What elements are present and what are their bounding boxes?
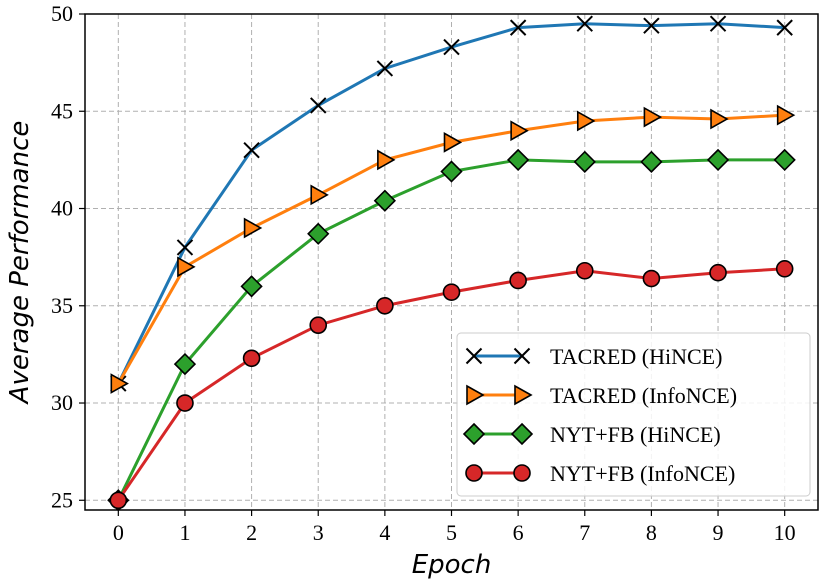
legend-marker bbox=[513, 347, 531, 365]
data-point bbox=[643, 17, 660, 34]
data-point bbox=[243, 217, 263, 239]
data-point bbox=[109, 491, 128, 510]
data-point bbox=[373, 189, 396, 212]
data-point bbox=[773, 148, 796, 172]
data-point bbox=[177, 256, 196, 278]
legend-entry: NYT+FB (HiNCE) bbox=[462, 422, 721, 447]
legend-entry: NYT+FB (InfoNCE) bbox=[465, 461, 735, 486]
data-point bbox=[376, 60, 394, 77]
y-axis-title: Average Performance bbox=[5, 121, 35, 406]
x-tick-label: 9 bbox=[713, 520, 724, 545]
data-point bbox=[242, 349, 261, 368]
legend-marker bbox=[465, 347, 483, 365]
data-point bbox=[507, 148, 530, 172]
x-tick-label: 6 bbox=[513, 520, 524, 545]
data-point bbox=[376, 296, 394, 315]
data-point bbox=[573, 150, 596, 173]
legend-box bbox=[456, 332, 811, 497]
data-point bbox=[377, 149, 396, 171]
x-tick-label: 4 bbox=[379, 520, 390, 545]
data-point bbox=[173, 352, 197, 376]
data-point bbox=[443, 38, 460, 56]
data-point bbox=[243, 141, 260, 159]
x-tick-label: 10 bbox=[774, 520, 796, 545]
y-tick-label: 35 bbox=[51, 293, 73, 318]
data-point bbox=[776, 104, 796, 126]
data-point bbox=[576, 15, 593, 32]
series-3 bbox=[109, 260, 794, 510]
legend-entry: TACRED (InfoNCE) bbox=[466, 383, 737, 408]
legend-label: NYT+FB (InfoNCE) bbox=[550, 461, 735, 486]
data-point bbox=[442, 283, 461, 301]
y-tick-label: 40 bbox=[51, 196, 73, 221]
data-point bbox=[176, 394, 194, 412]
data-point bbox=[310, 97, 327, 114]
legend-marker bbox=[514, 384, 533, 406]
x-tick-label: 8 bbox=[646, 520, 657, 545]
data-point bbox=[443, 132, 463, 153]
data-point bbox=[110, 373, 129, 394]
x-tick-label: 2 bbox=[246, 520, 257, 545]
x-axis-title: Epoch bbox=[412, 550, 492, 580]
data-point bbox=[509, 271, 527, 290]
data-point bbox=[310, 184, 329, 206]
x-tick-label: 7 bbox=[579, 520, 590, 545]
data-point bbox=[710, 108, 729, 130]
data-point bbox=[240, 275, 263, 298]
y-tick-label: 30 bbox=[51, 390, 73, 415]
data-point bbox=[509, 19, 527, 36]
data-point bbox=[510, 120, 529, 142]
data-point bbox=[775, 260, 794, 278]
y-tick-label: 25 bbox=[51, 487, 73, 512]
data-point bbox=[776, 19, 793, 36]
data-point bbox=[176, 239, 194, 256]
data-point bbox=[706, 148, 730, 172]
data-point bbox=[709, 15, 727, 32]
y-tick-label: 45 bbox=[51, 98, 73, 123]
data-point bbox=[576, 110, 596, 132]
legend-marker bbox=[510, 422, 534, 446]
data-point bbox=[709, 263, 727, 282]
x-tick-label: 0 bbox=[113, 520, 124, 545]
y-tick-label: 50 bbox=[51, 1, 73, 26]
x-tick-label: 5 bbox=[446, 520, 457, 545]
x-tick-label: 3 bbox=[313, 520, 324, 545]
legend-label: TACRED (HiNCE) bbox=[550, 344, 722, 369]
data-point bbox=[642, 269, 661, 288]
legend-marker bbox=[513, 464, 531, 482]
data-point bbox=[309, 316, 328, 335]
legend-marker bbox=[466, 384, 485, 406]
data-point bbox=[307, 222, 330, 245]
x-tick-label: 1 bbox=[179, 520, 190, 545]
legend-label: TACRED (InfoNCE) bbox=[550, 383, 737, 408]
series-1 bbox=[110, 104, 796, 394]
data-point bbox=[640, 150, 663, 173]
data-point bbox=[643, 106, 663, 128]
legend-marker bbox=[465, 464, 483, 482]
legend-entry: TACRED (HiNCE) bbox=[465, 344, 722, 369]
data-point bbox=[440, 160, 463, 183]
legend-label: NYT+FB (HiNCE) bbox=[550, 422, 721, 447]
legend: TACRED (HiNCE) TACRED (InfoNCE) NYT+FB (Hi… bbox=[456, 332, 811, 497]
data-point bbox=[575, 261, 594, 280]
legend-marker bbox=[462, 422, 486, 446]
series-lines bbox=[107, 15, 796, 512]
